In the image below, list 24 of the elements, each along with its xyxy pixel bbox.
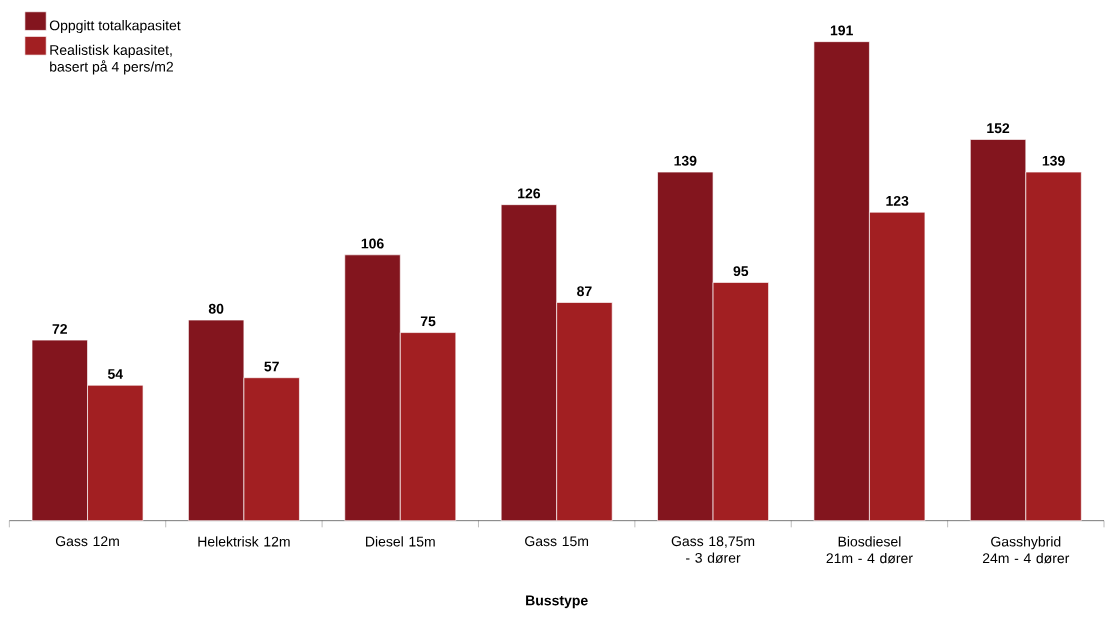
data-label: 95 — [733, 266, 749, 277]
data-label: 72 — [52, 324, 67, 334]
legend-label: Realistisk kapasitet, basert på 4 pers/m2 — [50, 44, 173, 75]
data-label: 123 — [886, 195, 909, 206]
x-tick-label: Gass 12m — [55, 536, 119, 547]
x-tick-label: Biosdiesel 21m - 4 dører — [826, 536, 913, 564]
data-label: 139 — [674, 155, 697, 166]
data-label: 57 — [264, 361, 279, 372]
x-tick-label: Gass 15m — [525, 536, 589, 547]
data-label: 106 — [361, 238, 384, 249]
x-tick-label: Gasshybrid 24m - 4 dører — [982, 536, 1070, 564]
x-tick-label: Diesel 15m — [366, 536, 435, 547]
data-label: 152 — [987, 123, 1010, 134]
data-label: 75 — [420, 316, 436, 327]
data-label: 87 — [577, 286, 592, 297]
data-label: 126 — [518, 188, 541, 199]
legend-label: Oppgitt totalkapasitet — [49, 20, 181, 34]
x-tick-label: Helektrisk 12m — [198, 536, 290, 547]
x-axis-title: Busstype — [526, 595, 588, 609]
data-label: 80 — [208, 303, 224, 314]
data-label: 191 — [830, 25, 853, 36]
data-label: 54 — [107, 369, 123, 379]
data-label: 139 — [1042, 155, 1065, 166]
x-tick-label: Gass 18,75m - 3 dører — [671, 536, 755, 563]
